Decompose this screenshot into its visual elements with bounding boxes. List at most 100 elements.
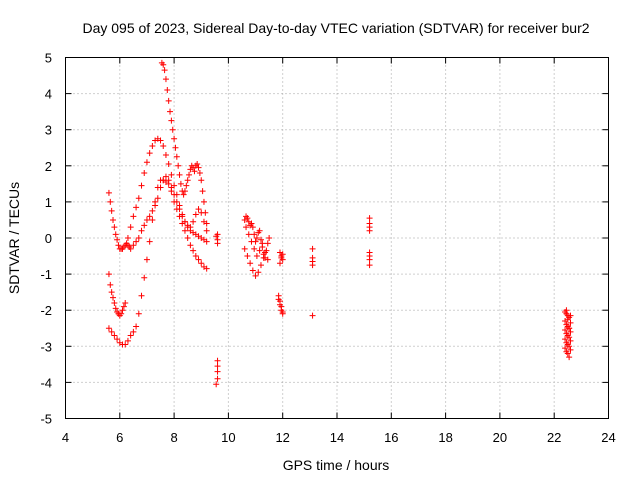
data-point bbox=[120, 303, 127, 310]
y-tick-label: -1 bbox=[40, 267, 52, 282]
data-point bbox=[243, 224, 250, 231]
y-tick-label: -4 bbox=[40, 375, 52, 390]
data-point bbox=[253, 235, 260, 241]
data-point bbox=[149, 207, 156, 214]
data-point bbox=[133, 238, 140, 245]
data-point bbox=[110, 294, 117, 301]
data-point bbox=[563, 307, 570, 314]
data-point bbox=[562, 345, 569, 352]
data-point bbox=[180, 191, 187, 198]
data-point bbox=[276, 298, 283, 305]
x-tick-label: 18 bbox=[438, 430, 452, 445]
data-point bbox=[262, 249, 269, 256]
data-point bbox=[567, 319, 574, 326]
y-tick-label: -2 bbox=[40, 303, 52, 318]
data-point bbox=[160, 61, 167, 68]
data-point bbox=[130, 242, 137, 249]
data-point bbox=[203, 238, 210, 245]
data-point bbox=[171, 135, 178, 142]
data-point bbox=[118, 310, 125, 317]
data-point bbox=[566, 334, 573, 341]
data-point bbox=[124, 235, 131, 241]
data-point bbox=[253, 253, 260, 260]
y-tick-label: -5 bbox=[40, 412, 52, 427]
data-point bbox=[190, 247, 197, 254]
data-point bbox=[160, 177, 167, 184]
data-point bbox=[266, 235, 273, 241]
data-point bbox=[566, 354, 573, 361]
data-point bbox=[244, 215, 251, 222]
data-point bbox=[162, 76, 169, 83]
data-point bbox=[214, 368, 221, 375]
data-point bbox=[190, 218, 197, 225]
grid-lines bbox=[65, 57, 609, 419]
data-point bbox=[177, 180, 184, 187]
data-point bbox=[157, 184, 164, 191]
x-tick-label: 12 bbox=[275, 430, 289, 445]
data-point bbox=[249, 267, 256, 274]
data-point bbox=[248, 238, 255, 245]
data-point bbox=[275, 292, 282, 299]
data-point bbox=[165, 177, 172, 184]
data-point bbox=[567, 312, 574, 319]
data-point bbox=[192, 253, 199, 260]
data-point bbox=[141, 274, 148, 281]
data-point bbox=[141, 170, 148, 177]
data-point bbox=[196, 170, 203, 177]
data-point bbox=[200, 198, 207, 205]
data-point bbox=[198, 177, 205, 184]
data-point bbox=[260, 254, 267, 261]
x-tick-label: 20 bbox=[493, 430, 507, 445]
data-point bbox=[122, 341, 129, 348]
x-tick-label: 10 bbox=[221, 430, 235, 445]
data-point bbox=[149, 216, 156, 223]
data-point bbox=[309, 245, 316, 252]
data-point bbox=[111, 224, 118, 231]
data-point bbox=[187, 242, 194, 249]
data-point bbox=[192, 211, 199, 218]
data-point bbox=[255, 269, 262, 276]
data-point bbox=[213, 381, 220, 388]
data-point bbox=[127, 332, 134, 339]
data-point bbox=[202, 209, 209, 216]
data-point bbox=[366, 227, 373, 234]
data-point bbox=[181, 188, 188, 195]
data-point bbox=[160, 142, 167, 149]
data-point bbox=[567, 346, 574, 353]
data-point bbox=[107, 198, 114, 205]
x-tick-label: 24 bbox=[601, 430, 615, 445]
data-point bbox=[186, 171, 193, 178]
data-point bbox=[135, 235, 142, 241]
data-point bbox=[168, 171, 175, 178]
data-point bbox=[214, 375, 221, 382]
data-point bbox=[279, 309, 286, 316]
data-point bbox=[127, 245, 134, 252]
y-tick-label: 0 bbox=[45, 231, 52, 246]
data-point bbox=[176, 171, 183, 178]
data-point bbox=[244, 253, 251, 260]
data-point bbox=[183, 182, 190, 189]
data-point bbox=[181, 227, 188, 234]
data-point bbox=[115, 242, 122, 249]
data-point bbox=[191, 168, 198, 175]
data-point bbox=[278, 254, 285, 261]
y-tick-label: 1 bbox=[45, 195, 52, 210]
data-point bbox=[249, 224, 256, 231]
data-point bbox=[130, 328, 137, 335]
data-point bbox=[154, 195, 161, 202]
data-point bbox=[108, 328, 115, 335]
data-point bbox=[279, 251, 286, 258]
data-point bbox=[110, 216, 117, 223]
data-point bbox=[173, 198, 180, 205]
data-point bbox=[112, 231, 119, 238]
data-point bbox=[198, 260, 205, 267]
data-point bbox=[105, 325, 112, 332]
data-point bbox=[133, 323, 140, 330]
x-tick-label: 6 bbox=[116, 430, 123, 445]
data-point bbox=[171, 191, 178, 198]
x-tick-labels: 4 6 8 10 12 14 16 18 20 22 24 bbox=[62, 430, 616, 445]
data-point bbox=[165, 160, 172, 167]
data-point bbox=[256, 227, 263, 234]
data-point bbox=[105, 189, 112, 196]
data-point bbox=[143, 216, 150, 223]
